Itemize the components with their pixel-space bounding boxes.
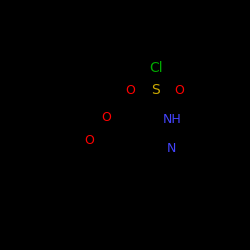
- Text: O: O: [101, 111, 111, 124]
- Text: Cl: Cl: [149, 60, 162, 74]
- Text: O: O: [84, 134, 94, 146]
- Text: NH: NH: [163, 113, 182, 126]
- Text: S: S: [150, 83, 160, 97]
- Text: N: N: [166, 142, 176, 155]
- Text: O: O: [174, 84, 184, 96]
- Text: O: O: [126, 84, 136, 96]
